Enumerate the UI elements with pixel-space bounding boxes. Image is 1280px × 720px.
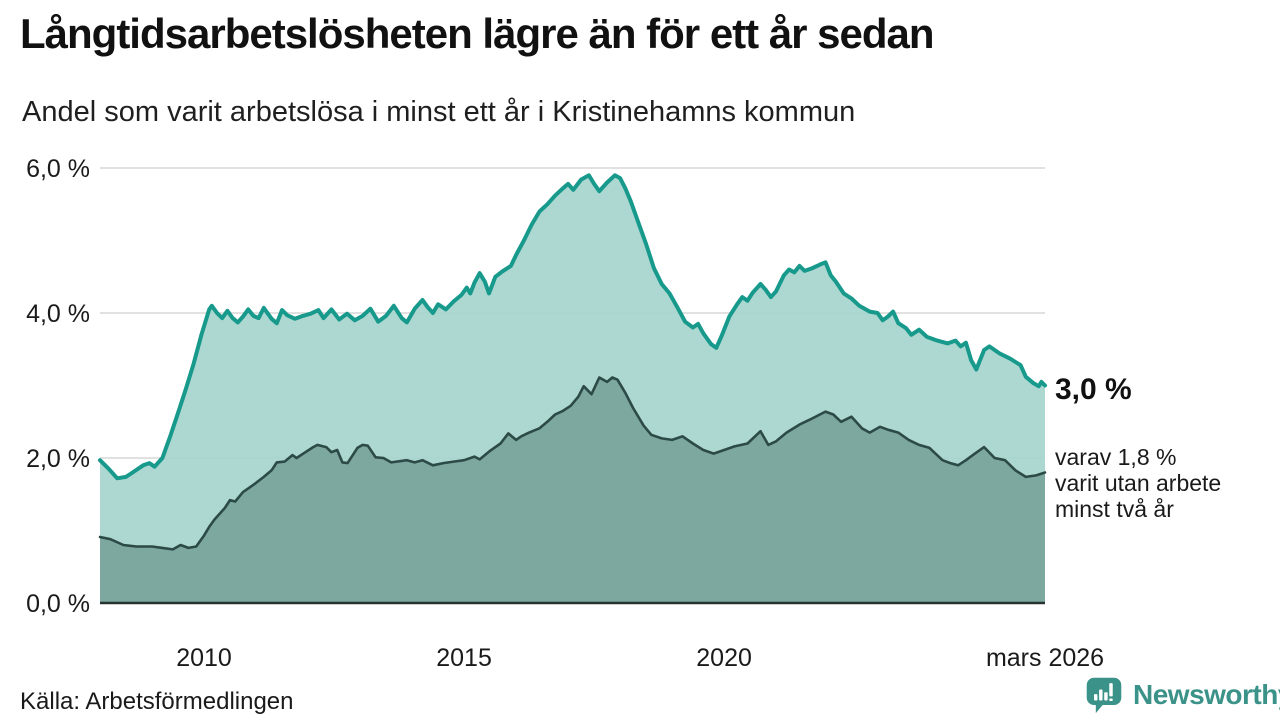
newsworthy-speech-bubble-chart-icon — [1086, 677, 1122, 714]
secondary-value-note: varav 1,8 % varit utan arbete minst två … — [1055, 444, 1221, 522]
x-axis-tick-label: 2015 — [436, 644, 492, 672]
trend-line-series-1 — [98, 173, 1047, 481]
note-line: minst två år — [1055, 496, 1174, 522]
logo-wordmark: Newsworthy — [1133, 679, 1280, 710]
newsworthy-logo: Newsworthy — [1084, 675, 1280, 715]
x-axis-tick-label: 2010 — [176, 644, 232, 672]
note-line: varav 1,8 % — [1055, 444, 1177, 470]
chart-subtitle: Andel som varit arbetslösa i minst ett å… — [22, 96, 856, 128]
y-axis-tick-label: 6,0 % — [26, 155, 90, 183]
x-axis-tick-label: mars 2026 — [986, 644, 1104, 672]
y-axis-tick-label: 2,0 % — [26, 445, 90, 473]
area-fill-series-2 — [100, 377, 1045, 603]
y-axis-tick-label: 4,0 % — [26, 300, 90, 328]
latest-value-label: 3,0 % — [1055, 373, 1132, 406]
trend-line-series-2 — [98, 376, 1047, 551]
note-line: varit utan arbete — [1055, 470, 1222, 496]
y-axis-tick-label: 0,0 % — [26, 590, 90, 618]
page-title: Långtidsarbetslösheten lägre än för ett … — [20, 10, 935, 57]
x-axis-tick-label: 2020 — [696, 644, 752, 672]
source-credit: Källa: Arbetsförmedlingen — [20, 688, 294, 715]
